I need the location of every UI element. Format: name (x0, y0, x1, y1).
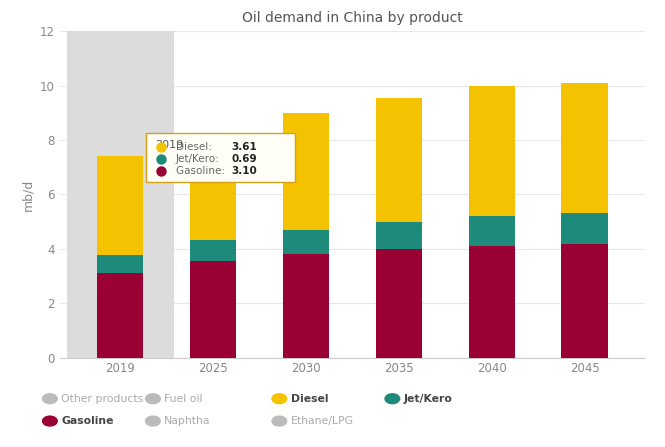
Text: Diesel: Diesel (291, 394, 328, 404)
Text: Other products: Other products (61, 394, 144, 404)
Bar (190, 134, 236, 240)
Bar (561, 244, 608, 358)
Text: Gasoline:: Gasoline: (176, 166, 228, 176)
Text: Naphtha: Naphtha (164, 416, 211, 426)
Bar (376, 249, 422, 358)
Bar (283, 113, 329, 230)
Text: Gasoline: Gasoline (61, 416, 114, 426)
Bar (66, 31, 174, 358)
Bar (376, 98, 422, 222)
Text: 2019: 2019 (156, 140, 184, 150)
Bar (190, 261, 236, 358)
Bar (283, 254, 329, 358)
Text: 3.61: 3.61 (231, 143, 257, 152)
Bar (561, 83, 608, 214)
Title: Oil demand in China by product: Oil demand in China by product (242, 11, 463, 25)
Bar (97, 254, 144, 273)
Bar (190, 240, 236, 261)
Text: Jet/Kero: Jet/Kero (404, 394, 452, 404)
Text: Fuel oil: Fuel oil (164, 394, 203, 404)
Y-axis label: mb/d: mb/d (21, 178, 35, 211)
Bar (561, 214, 608, 244)
Bar (469, 246, 515, 358)
Text: 0.69: 0.69 (231, 154, 257, 164)
Bar (97, 273, 144, 358)
Text: 3.10: 3.10 (231, 166, 257, 176)
Text: Jet/Kero:: Jet/Kero: (176, 154, 223, 164)
Text: Diesel:: Diesel: (176, 143, 215, 152)
Text: Ethane/LPG: Ethane/LPG (291, 416, 354, 426)
Bar (283, 230, 329, 254)
Bar (469, 216, 515, 246)
Bar (469, 86, 515, 216)
Bar (376, 222, 422, 249)
FancyBboxPatch shape (146, 133, 295, 182)
Bar (97, 156, 144, 254)
